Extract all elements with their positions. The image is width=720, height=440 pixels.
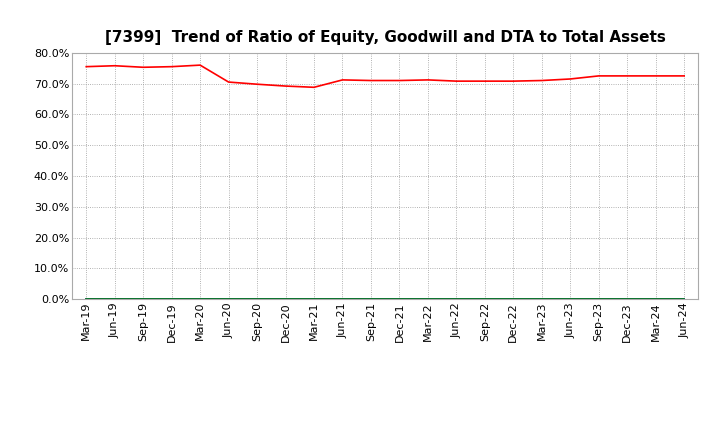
Goodwill <box>110 297 119 302</box>
Equity <box>310 84 318 90</box>
Goodwill <box>366 297 375 302</box>
Deferred Tax Assets <box>167 297 176 302</box>
Equity <box>652 73 660 78</box>
Goodwill <box>595 297 603 302</box>
Deferred Tax Assets <box>566 297 575 302</box>
Goodwill <box>196 297 204 302</box>
Deferred Tax Assets <box>82 297 91 302</box>
Goodwill <box>253 297 261 302</box>
Equity <box>623 73 631 78</box>
Deferred Tax Assets <box>253 297 261 302</box>
Deferred Tax Assets <box>366 297 375 302</box>
Deferred Tax Assets <box>282 297 290 302</box>
Goodwill <box>225 297 233 302</box>
Deferred Tax Assets <box>395 297 404 302</box>
Equity <box>139 65 148 70</box>
Goodwill <box>167 297 176 302</box>
Equity <box>566 77 575 82</box>
Deferred Tax Assets <box>338 297 347 302</box>
Equity <box>282 84 290 89</box>
Equity <box>537 78 546 83</box>
Equity <box>225 79 233 84</box>
Deferred Tax Assets <box>310 297 318 302</box>
Goodwill <box>566 297 575 302</box>
Equity <box>196 62 204 68</box>
Goodwill <box>623 297 631 302</box>
Equity <box>509 78 518 84</box>
Goodwill <box>310 297 318 302</box>
Goodwill <box>452 297 461 302</box>
Equity <box>395 78 404 83</box>
Deferred Tax Assets <box>480 297 489 302</box>
Equity <box>253 81 261 87</box>
Goodwill <box>338 297 347 302</box>
Goodwill <box>480 297 489 302</box>
Deferred Tax Assets <box>595 297 603 302</box>
Deferred Tax Assets <box>139 297 148 302</box>
Title: [7399]  Trend of Ratio of Equity, Goodwill and DTA to Total Assets: [7399] Trend of Ratio of Equity, Goodwil… <box>105 29 665 45</box>
Equity <box>338 77 347 83</box>
Line: Equity: Equity <box>86 65 684 87</box>
Equity <box>595 73 603 78</box>
Goodwill <box>509 297 518 302</box>
Equity <box>366 78 375 83</box>
Goodwill <box>82 297 91 302</box>
Equity <box>480 78 489 84</box>
Deferred Tax Assets <box>110 297 119 302</box>
Deferred Tax Assets <box>225 297 233 302</box>
Goodwill <box>395 297 404 302</box>
Deferred Tax Assets <box>537 297 546 302</box>
Equity <box>423 77 432 83</box>
Deferred Tax Assets <box>196 297 204 302</box>
Deferred Tax Assets <box>652 297 660 302</box>
Goodwill <box>139 297 148 302</box>
Goodwill <box>423 297 432 302</box>
Deferred Tax Assets <box>623 297 631 302</box>
Equity <box>452 78 461 84</box>
Deferred Tax Assets <box>452 297 461 302</box>
Goodwill <box>282 297 290 302</box>
Goodwill <box>537 297 546 302</box>
Deferred Tax Assets <box>680 297 688 302</box>
Goodwill <box>652 297 660 302</box>
Equity <box>82 64 91 69</box>
Equity <box>110 63 119 68</box>
Equity <box>167 64 176 69</box>
Equity <box>680 73 688 78</box>
Goodwill <box>680 297 688 302</box>
Deferred Tax Assets <box>423 297 432 302</box>
Deferred Tax Assets <box>509 297 518 302</box>
